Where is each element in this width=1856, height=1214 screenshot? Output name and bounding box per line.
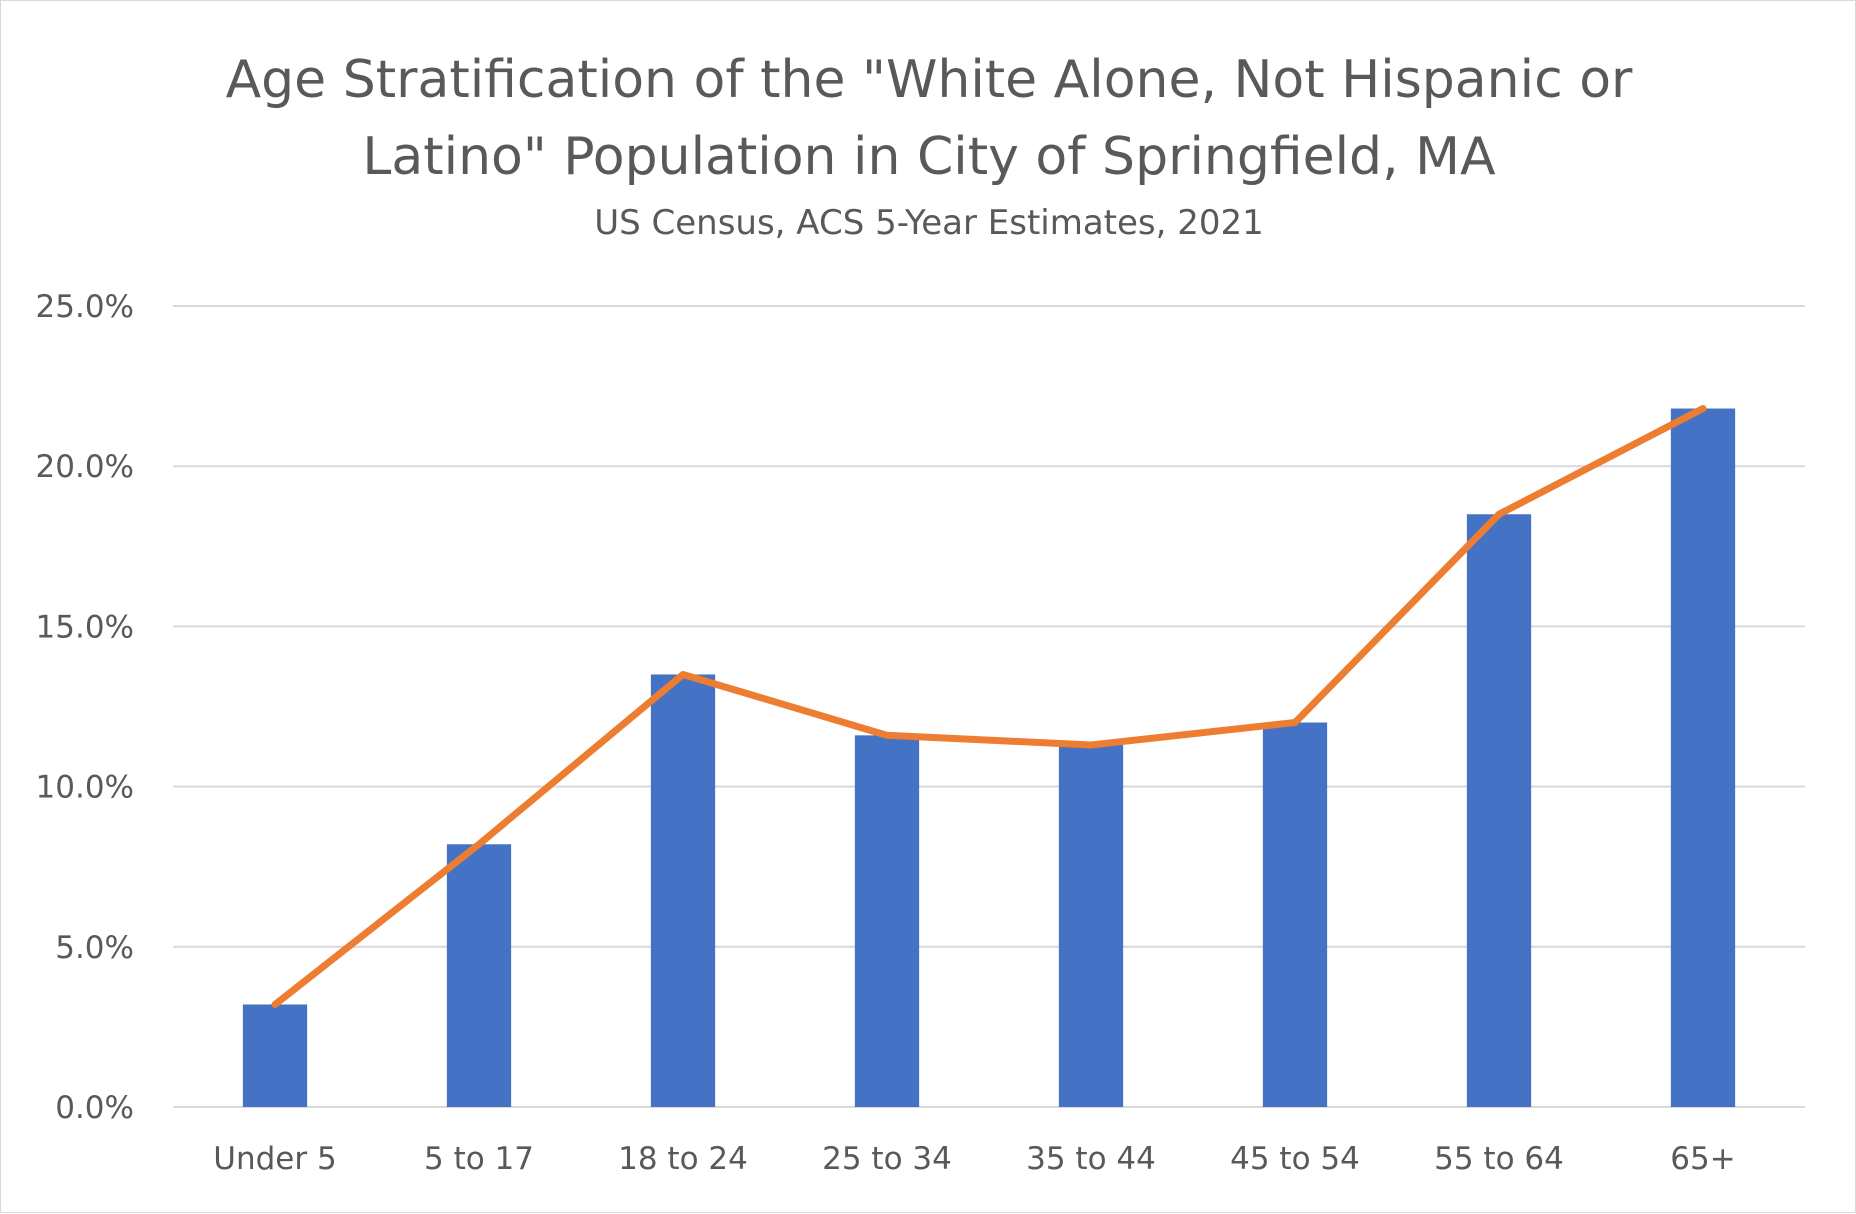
x-tick-label: 18 to 24: [618, 1141, 748, 1177]
bar: [650, 674, 716, 1107]
y-tick-label: 25.0%: [36, 289, 134, 325]
x-tick-label: 35 to 44: [1026, 1141, 1156, 1177]
x-tick-label: 55 to 64: [1434, 1141, 1564, 1177]
x-tick-label: 45 to 54: [1230, 1141, 1360, 1177]
bar: [1670, 408, 1736, 1107]
bar: [1058, 744, 1124, 1107]
bar: [446, 844, 512, 1107]
line-series: [271, 405, 1707, 1008]
bar: [1262, 722, 1328, 1107]
y-tick-label: 15.0%: [36, 609, 134, 645]
y-tick-label: 0.0%: [55, 1090, 134, 1126]
x-tick-label: 65+: [1670, 1141, 1735, 1177]
x-tick-label: Under 5: [213, 1141, 336, 1177]
bar: [242, 1004, 308, 1107]
chart-subtitle: US Census, ACS 5-Year Estimates, 2021: [594, 203, 1264, 243]
x-tick-label: 25 to 34: [822, 1141, 952, 1177]
bar-series: [242, 408, 1736, 1107]
y-tick-label: 20.0%: [36, 449, 134, 485]
gridlines: [173, 305, 1805, 1108]
y-tick-label: 10.0%: [36, 770, 134, 806]
chart-title-line-1: Age Stratification of the "White Alone, …: [226, 50, 1633, 110]
y-tick-label: 5.0%: [55, 930, 134, 966]
x-tick-label: 5 to 17: [424, 1141, 534, 1177]
x-axis-tick-labels: Under 5 5 to 17 18 to 24 25 to 34 35 to 44 45…: [213, 1141, 1735, 1177]
y-axis-tick-labels: 0.0% 5.0% 10.0% 15.0% 20.0% 25.0%: [36, 289, 134, 1126]
bar: [854, 735, 920, 1107]
chart-title-line-2: Latino" Population in City of Springfiel…: [362, 127, 1496, 187]
bar: [1466, 514, 1532, 1107]
series-line: [271, 405, 1707, 1008]
